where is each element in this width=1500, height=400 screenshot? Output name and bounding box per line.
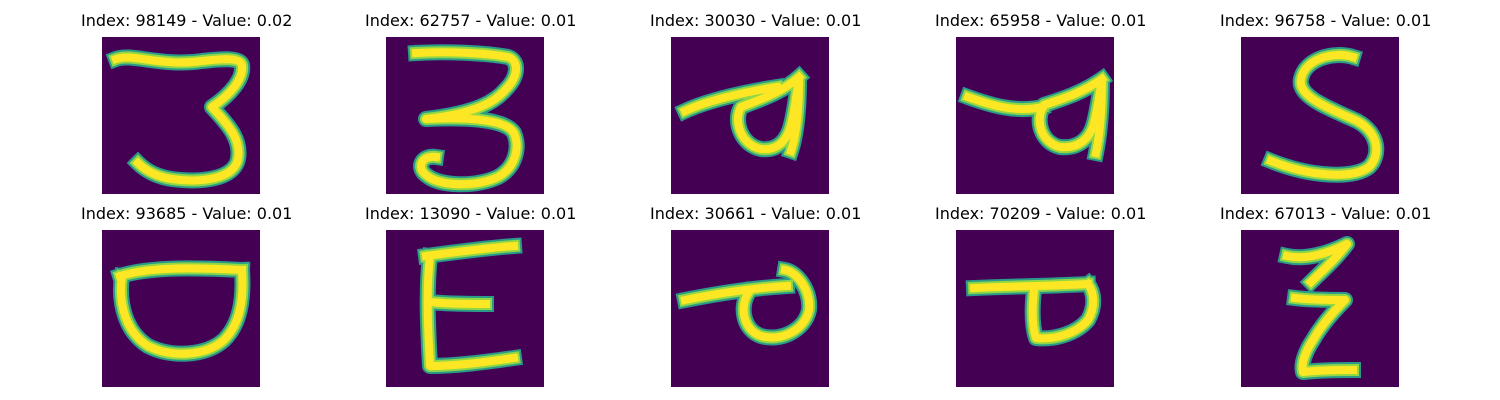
letter-e-icon (386, 230, 544, 387)
glyph-stroke (114, 264, 247, 358)
panel-9: Index: 70209 - Value: 0.01 (935, 203, 1147, 388)
panel-2: Index: 62757 - Value: 0.01 (365, 10, 577, 195)
panel-title: Index: 67013 - Value: 0.01 (1220, 204, 1432, 223)
glyph-stroke (680, 265, 814, 342)
glyph-stroke (110, 53, 247, 185)
panel-8: Index: 30661 - Value: 0.01 (650, 203, 862, 388)
panel-title: Index: 30661 - Value: 0.01 (650, 204, 862, 223)
letter-z-icon (1241, 230, 1399, 387)
handwritten-a-icon (956, 37, 1114, 194)
panel-4: Index: 65958 - Value: 0.01 (935, 10, 1147, 195)
panel-1: Index: 98149 - Value: 0.02 (81, 10, 293, 195)
glyph-stroke (421, 241, 519, 370)
glyph-stroke (1265, 51, 1381, 179)
panel-10: Index: 67013 - Value: 0.01 (1220, 203, 1432, 388)
handwritten-loop-icon (671, 230, 829, 387)
panel-7: Index: 13090 - Value: 0.01 (365, 203, 577, 388)
letter-d-icon (102, 230, 260, 387)
glyph-stroke (1282, 240, 1358, 376)
glyph-stroke (411, 48, 521, 189)
digit-3-icon (102, 37, 260, 194)
glyph-stroke (679, 71, 805, 157)
panel-5: Index: 96758 - Value: 0.01 (1220, 10, 1432, 195)
letter-s-icon (1241, 37, 1399, 194)
letter-p-icon (956, 230, 1114, 387)
handwritten-a-icon (671, 37, 829, 194)
panel-title: Index: 30030 - Value: 0.01 (650, 11, 862, 30)
glyph-stroke (969, 278, 1098, 343)
glyph-stroke (962, 73, 1108, 158)
panel-title: Index: 93685 - Value: 0.01 (81, 204, 293, 223)
panel-title: Index: 13090 - Value: 0.01 (365, 204, 577, 223)
panel-title: Index: 98149 - Value: 0.02 (81, 11, 293, 30)
panel-title: Index: 96758 - Value: 0.01 (1220, 11, 1432, 30)
panel-title: Index: 62757 - Value: 0.01 (365, 11, 577, 30)
panel-6: Index: 93685 - Value: 0.01 (81, 203, 293, 388)
digit-3-icon (386, 37, 544, 194)
panel-3: Index: 30030 - Value: 0.01 (650, 10, 862, 195)
panel-title: Index: 65958 - Value: 0.01 (935, 11, 1147, 30)
panel-title: Index: 70209 - Value: 0.01 (935, 204, 1147, 223)
